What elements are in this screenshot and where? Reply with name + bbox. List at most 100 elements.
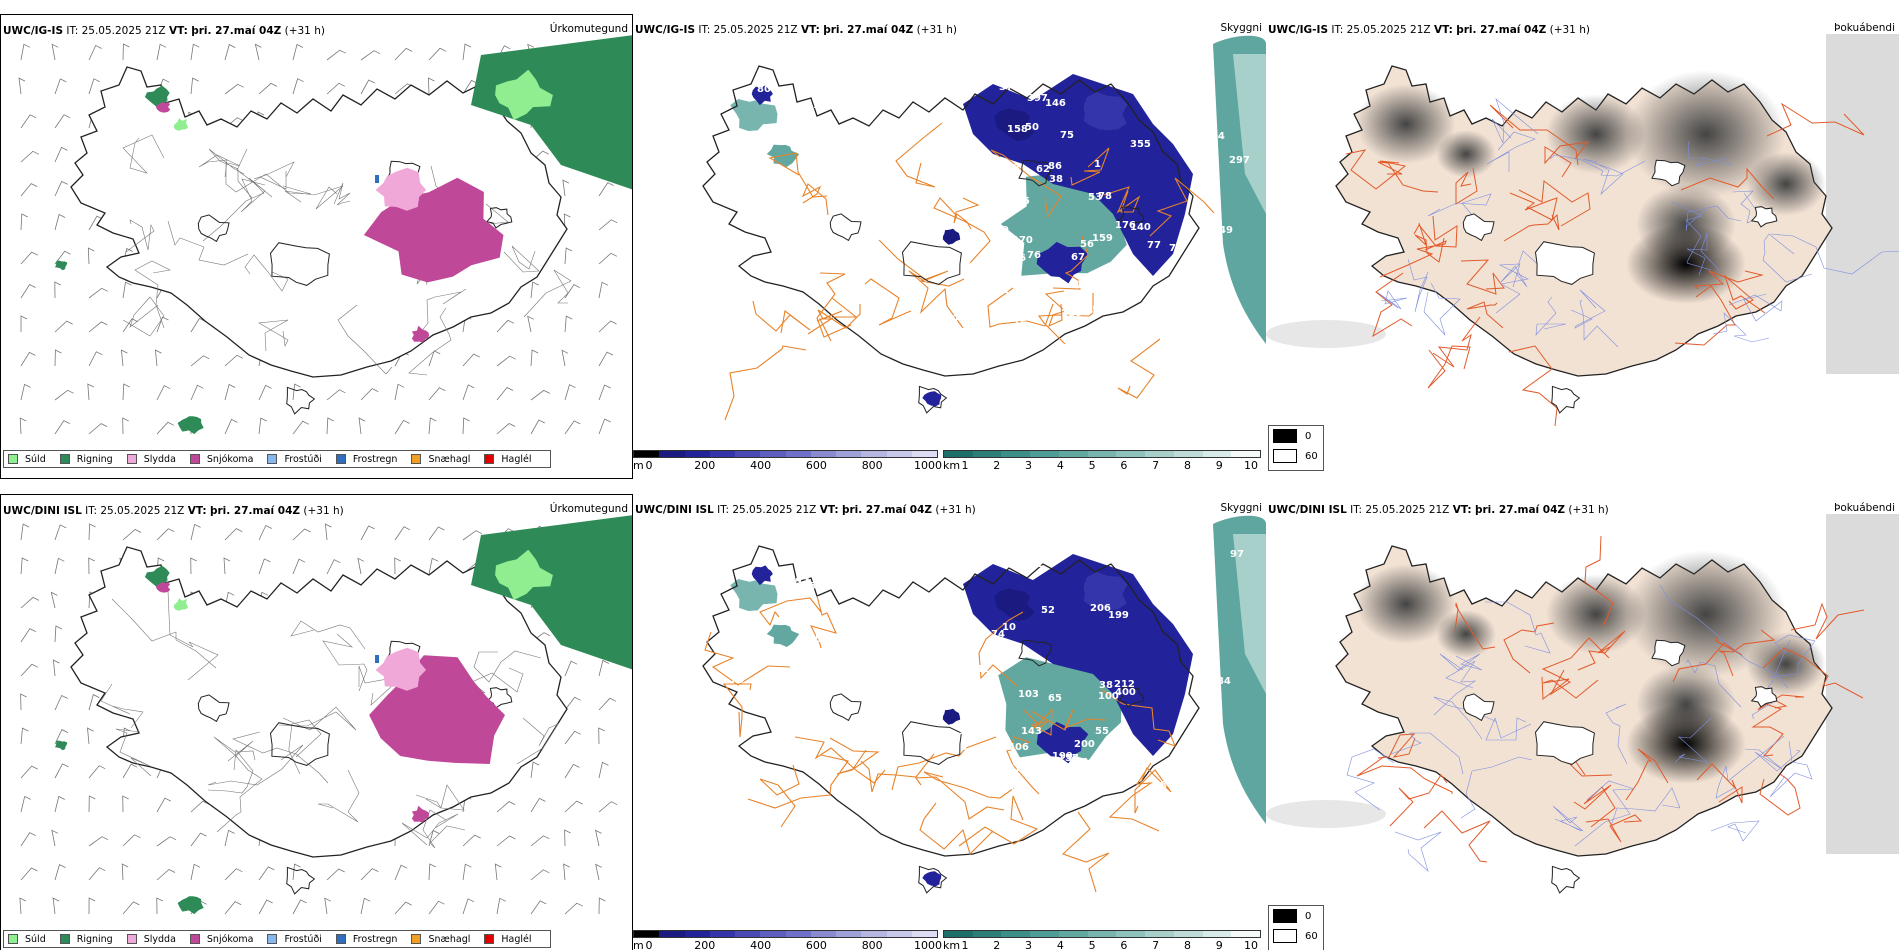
drizzle-area (495, 549, 553, 601)
wind-barb (20, 795, 31, 813)
road-line (1134, 767, 1172, 814)
glacier-outline (918, 865, 948, 894)
road-line (1577, 630, 1626, 671)
wind-barb (564, 384, 576, 401)
cloud-base-value-label: 78 (1098, 191, 1112, 202)
colorbar-tick-label: 0 (645, 939, 653, 950)
road-line (987, 287, 1054, 328)
road-line (115, 728, 152, 777)
cloud-base-value-label: 397 (1027, 93, 1048, 104)
precip-legend-item: Haglél (484, 933, 532, 945)
road-line (759, 597, 822, 627)
wind-barb (54, 114, 71, 129)
wind-barb (224, 418, 238, 435)
wind-barb (563, 213, 571, 231)
wind-barb (564, 696, 581, 711)
colorbar-segment (684, 931, 710, 937)
cloud-base-value-label: 69 (995, 225, 1009, 236)
cloud-base-area (922, 871, 942, 887)
wind-barb (258, 384, 272, 401)
colorbar-strip (943, 450, 1261, 458)
wind-barb (254, 43, 262, 61)
cloud-base-value-label: 199 (1052, 751, 1073, 762)
road-line (978, 611, 1024, 687)
fog-indicator-panel-row2: UWC/DINI ISL IT: 25.05.2025 21Z VT: þri.… (1266, 494, 1899, 950)
wind-barb (54, 213, 66, 231)
colorbar-segment (634, 931, 660, 937)
road-line (1485, 601, 1551, 654)
road-line (1674, 716, 1713, 763)
road-line (1345, 149, 1407, 190)
wind-barb (224, 528, 243, 541)
road-line (864, 278, 912, 326)
precip-legend-item: Frostregn (335, 454, 397, 465)
precip-legend-item: Snjókoma (189, 934, 253, 945)
wind-barb (598, 281, 609, 299)
glacier-outline (197, 214, 230, 243)
glacier-outline (269, 242, 330, 286)
colorbar-tick-label: 8 (1183, 939, 1191, 950)
road-line (1744, 748, 1801, 772)
road-line (401, 813, 459, 846)
colorbar-tick-label: 600 (805, 939, 827, 950)
cloud-base-value-label: 55 (1095, 726, 1109, 737)
road-line (100, 683, 144, 729)
cloud-base-value-label: 70 (730, 675, 744, 686)
rain-area (177, 416, 204, 435)
wind-barb (20, 283, 36, 299)
wind-barb (20, 213, 28, 231)
road-line (1718, 629, 1776, 677)
colorbar-segment (1087, 451, 1117, 457)
precip-legend-item: Rigning (59, 933, 113, 945)
offshore-fog-area (1266, 800, 1386, 828)
colorbar-segment (1231, 451, 1261, 457)
colorbar-segment (785, 931, 811, 937)
legend-label: Rigning (76, 453, 113, 465)
cloud-base-value-label: 70 (953, 314, 967, 325)
legend-label: Haglél (501, 933, 532, 945)
road-line (125, 219, 155, 253)
road-line (816, 304, 861, 329)
glacier-outline (1651, 159, 1686, 187)
wind-barb (530, 761, 540, 779)
legend-swatch (411, 934, 422, 944)
precip-legend-item: Slydda (126, 454, 176, 465)
wind-barb (54, 557, 65, 575)
cloud-base-value-label: 62 (1036, 164, 1050, 175)
wind-barb (54, 389, 74, 401)
road-line (829, 737, 880, 775)
cloud-base-value-label: 176 (1115, 220, 1136, 231)
wind-barb (122, 281, 132, 299)
road-line (1768, 634, 1816, 678)
colorbar-tick-label: 200 (694, 939, 716, 950)
wind-barb (156, 316, 169, 333)
wind-barb (326, 417, 334, 435)
colorbar-segment (1030, 451, 1059, 457)
legend-label: Rigning (76, 933, 113, 945)
panel-title: UWC/IG-IS IT: 25.05.2025 21Z VT: þri. 27… (635, 24, 957, 36)
cloud-base-value-label: 134 (1076, 280, 1097, 291)
colorbar-tick-label: 10 (1244, 459, 1258, 472)
wind-barb (51, 43, 59, 61)
road-line (1485, 717, 1532, 741)
cloud-base-value-label: 76 (1027, 250, 1041, 261)
visibility-area (998, 655, 1130, 760)
precip-legend-item: Frostúði (267, 454, 322, 465)
wind-barb (358, 417, 366, 435)
road-line (801, 183, 829, 216)
wind-barb (428, 417, 437, 435)
cloud-base-value-label: 53 (795, 577, 809, 588)
wind-barb (496, 801, 516, 813)
fog-map-row2 (1266, 514, 1899, 894)
cloud-base-value-label: 140 (1130, 222, 1151, 233)
wind-barb (54, 729, 69, 745)
cloud-base-value-label: 100 (1098, 691, 1119, 702)
wind-barb (496, 423, 516, 435)
wind-barb (88, 351, 103, 367)
road-line (415, 784, 465, 811)
road-line (284, 185, 344, 210)
road-line (1006, 736, 1040, 795)
colorbar-segment (735, 931, 761, 937)
colorbar-segment (709, 931, 735, 937)
cloud-base-area (942, 228, 961, 245)
